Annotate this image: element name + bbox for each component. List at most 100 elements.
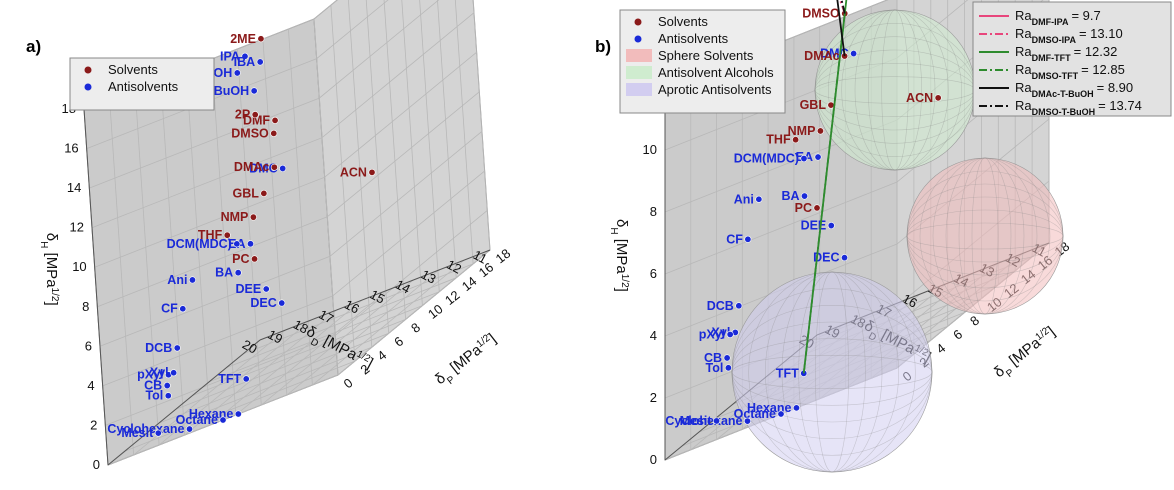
- data-point-2me: 2ME: [230, 32, 265, 46]
- grid-line-y: [226, 0, 457, 369]
- sphere-antisolvent-alcohols-meridian: [868, 9, 922, 171]
- data-point-nmp: NMP: [788, 124, 824, 138]
- panel-tag: a): [26, 37, 41, 56]
- point-marker: [755, 195, 763, 203]
- point-marker: [219, 416, 227, 424]
- data-point-dmso: DMSO: [231, 126, 278, 140]
- data-point-cf: CF: [726, 232, 752, 246]
- legend: Solvents Antisolvents: [69, 57, 215, 111]
- point-label: THF: [766, 133, 791, 147]
- point-marker: [777, 410, 785, 418]
- data-point-dcm-mdc: DCM(MDC): [734, 152, 808, 166]
- point-marker: [154, 429, 162, 437]
- sphere-solvents-parallel: [906, 170, 1064, 302]
- sphere-solvents-body: [906, 157, 1064, 315]
- point-label: THF: [198, 228, 223, 242]
- data-point-dec: DEC: [813, 251, 849, 265]
- point-marker: [841, 254, 849, 262]
- point-label: NMP: [221, 210, 249, 224]
- back-wall-right: [313, 0, 491, 377]
- x-axis-line: [259, 249, 491, 341]
- sphere-aprotic-antisolvents: [731, 271, 933, 473]
- point-label: Xyl: [712, 325, 731, 339]
- point-label: DEC: [813, 251, 839, 265]
- sphere-solvents-meridian: [932, 157, 1038, 315]
- grid-line-y: [175, 0, 407, 410]
- sphere-solvents-meridian: [971, 157, 999, 315]
- grid-line-y: [141, 0, 373, 438]
- point-marker: [726, 330, 734, 338]
- z-tick-label: 0: [93, 457, 100, 472]
- sphere-solvents-parallel: [906, 183, 1064, 289]
- point-label: pXyl: [699, 327, 725, 341]
- x-tick-label: 12: [444, 257, 464, 277]
- ra-symbol: Ra: [1015, 80, 1032, 95]
- sphere-antisolvent-alcohols-body: [814, 9, 976, 171]
- legend-marker: [84, 66, 92, 74]
- ra-symbol: Ra: [1015, 98, 1032, 113]
- point-marker: [242, 375, 250, 383]
- point-marker: [173, 344, 181, 352]
- legend-label: Antisolvents: [108, 79, 179, 94]
- data-point-tft: TFT: [218, 372, 250, 386]
- sphere-solvents-meridian: [945, 157, 1025, 315]
- data-point-pc: PC: [795, 201, 821, 215]
- legend-item-aprotic-antisolvents: Aprotic Antisolvents: [626, 82, 772, 97]
- point-label: TFT: [218, 372, 241, 386]
- point-marker: [250, 87, 258, 95]
- z-tick-label: 4: [650, 328, 657, 343]
- x-tick-label: 18: [291, 317, 311, 337]
- point-label: NMP: [788, 124, 816, 138]
- y-tick-label: 8: [967, 313, 982, 329]
- z-axis-line: [83, 108, 109, 466]
- data-point-ani: Ani: [734, 192, 763, 206]
- point-label: PC: [232, 252, 249, 266]
- point-label: IPA: [220, 49, 240, 63]
- ra-legend-label: RaDMSO-T-BuOH = 13.74: [1015, 98, 1142, 117]
- data-point-ba: BA: [215, 266, 242, 280]
- z-tick-label: 6: [650, 266, 657, 281]
- ra-legend-item-dmso-ipa: RaDMSO-IPA = 13.10: [979, 26, 1123, 45]
- sphere-antisolvent-alcohols-meridian: [881, 9, 909, 171]
- point-marker: [827, 222, 835, 230]
- point-marker: [223, 231, 231, 239]
- point-marker: [814, 153, 822, 161]
- sphere-solvents-parallel: [906, 209, 1064, 263]
- point-marker: [816, 127, 824, 135]
- axis-title-sub: H: [609, 227, 620, 234]
- point-marker: [850, 50, 858, 58]
- z-tick-label: 8: [82, 299, 89, 314]
- legend-label: Aprotic Antisolvents: [658, 82, 772, 97]
- sphere-antisolvent-alcohols-meridian: [828, 9, 962, 171]
- axis-title-rest: [MPa: [613, 235, 630, 275]
- sphere-antisolvent-alcohols-meridian: [841, 9, 949, 171]
- ra-subscript: DMSO-IPA: [1032, 35, 1077, 45]
- point-marker: [233, 240, 241, 248]
- point-label: PC: [795, 201, 812, 215]
- data-point-iba: IBA: [234, 55, 264, 69]
- ra-legend-item-dmso-t-buoh: RaDMSO-T-BuOH = 13.74: [979, 98, 1142, 117]
- y-tick-label: 10: [425, 301, 446, 322]
- data-point-pc: PC: [232, 252, 259, 266]
- grid-line-y: [192, 0, 423, 396]
- data-point-pxyl: pXyl: [699, 327, 734, 341]
- point-marker: [163, 382, 171, 390]
- legend-swatch: [626, 49, 652, 62]
- x-tick-label: 17: [316, 307, 336, 327]
- legend-marker: [634, 18, 642, 26]
- z-tick-label: 2: [90, 417, 97, 432]
- legend-item-sphere-solvents: Sphere Solvents: [626, 48, 754, 63]
- z-tick-label: 10: [72, 259, 86, 274]
- data-point-gbl: GBL: [232, 186, 268, 200]
- point-marker: [188, 276, 196, 284]
- x-tick-label: 11: [471, 247, 490, 267]
- y-tick-label: 6: [391, 333, 406, 349]
- ra-legend-item-dmf-ipa: RaDMF-IPA = 9.7: [979, 8, 1101, 27]
- point-label: Tol: [706, 361, 724, 375]
- ra-value: = 9.7: [1071, 8, 1100, 23]
- point-label: DMAc: [804, 49, 839, 63]
- grid-line-y: [107, 18, 339, 466]
- point-label: Octane: [734, 407, 776, 421]
- point-marker: [257, 35, 265, 43]
